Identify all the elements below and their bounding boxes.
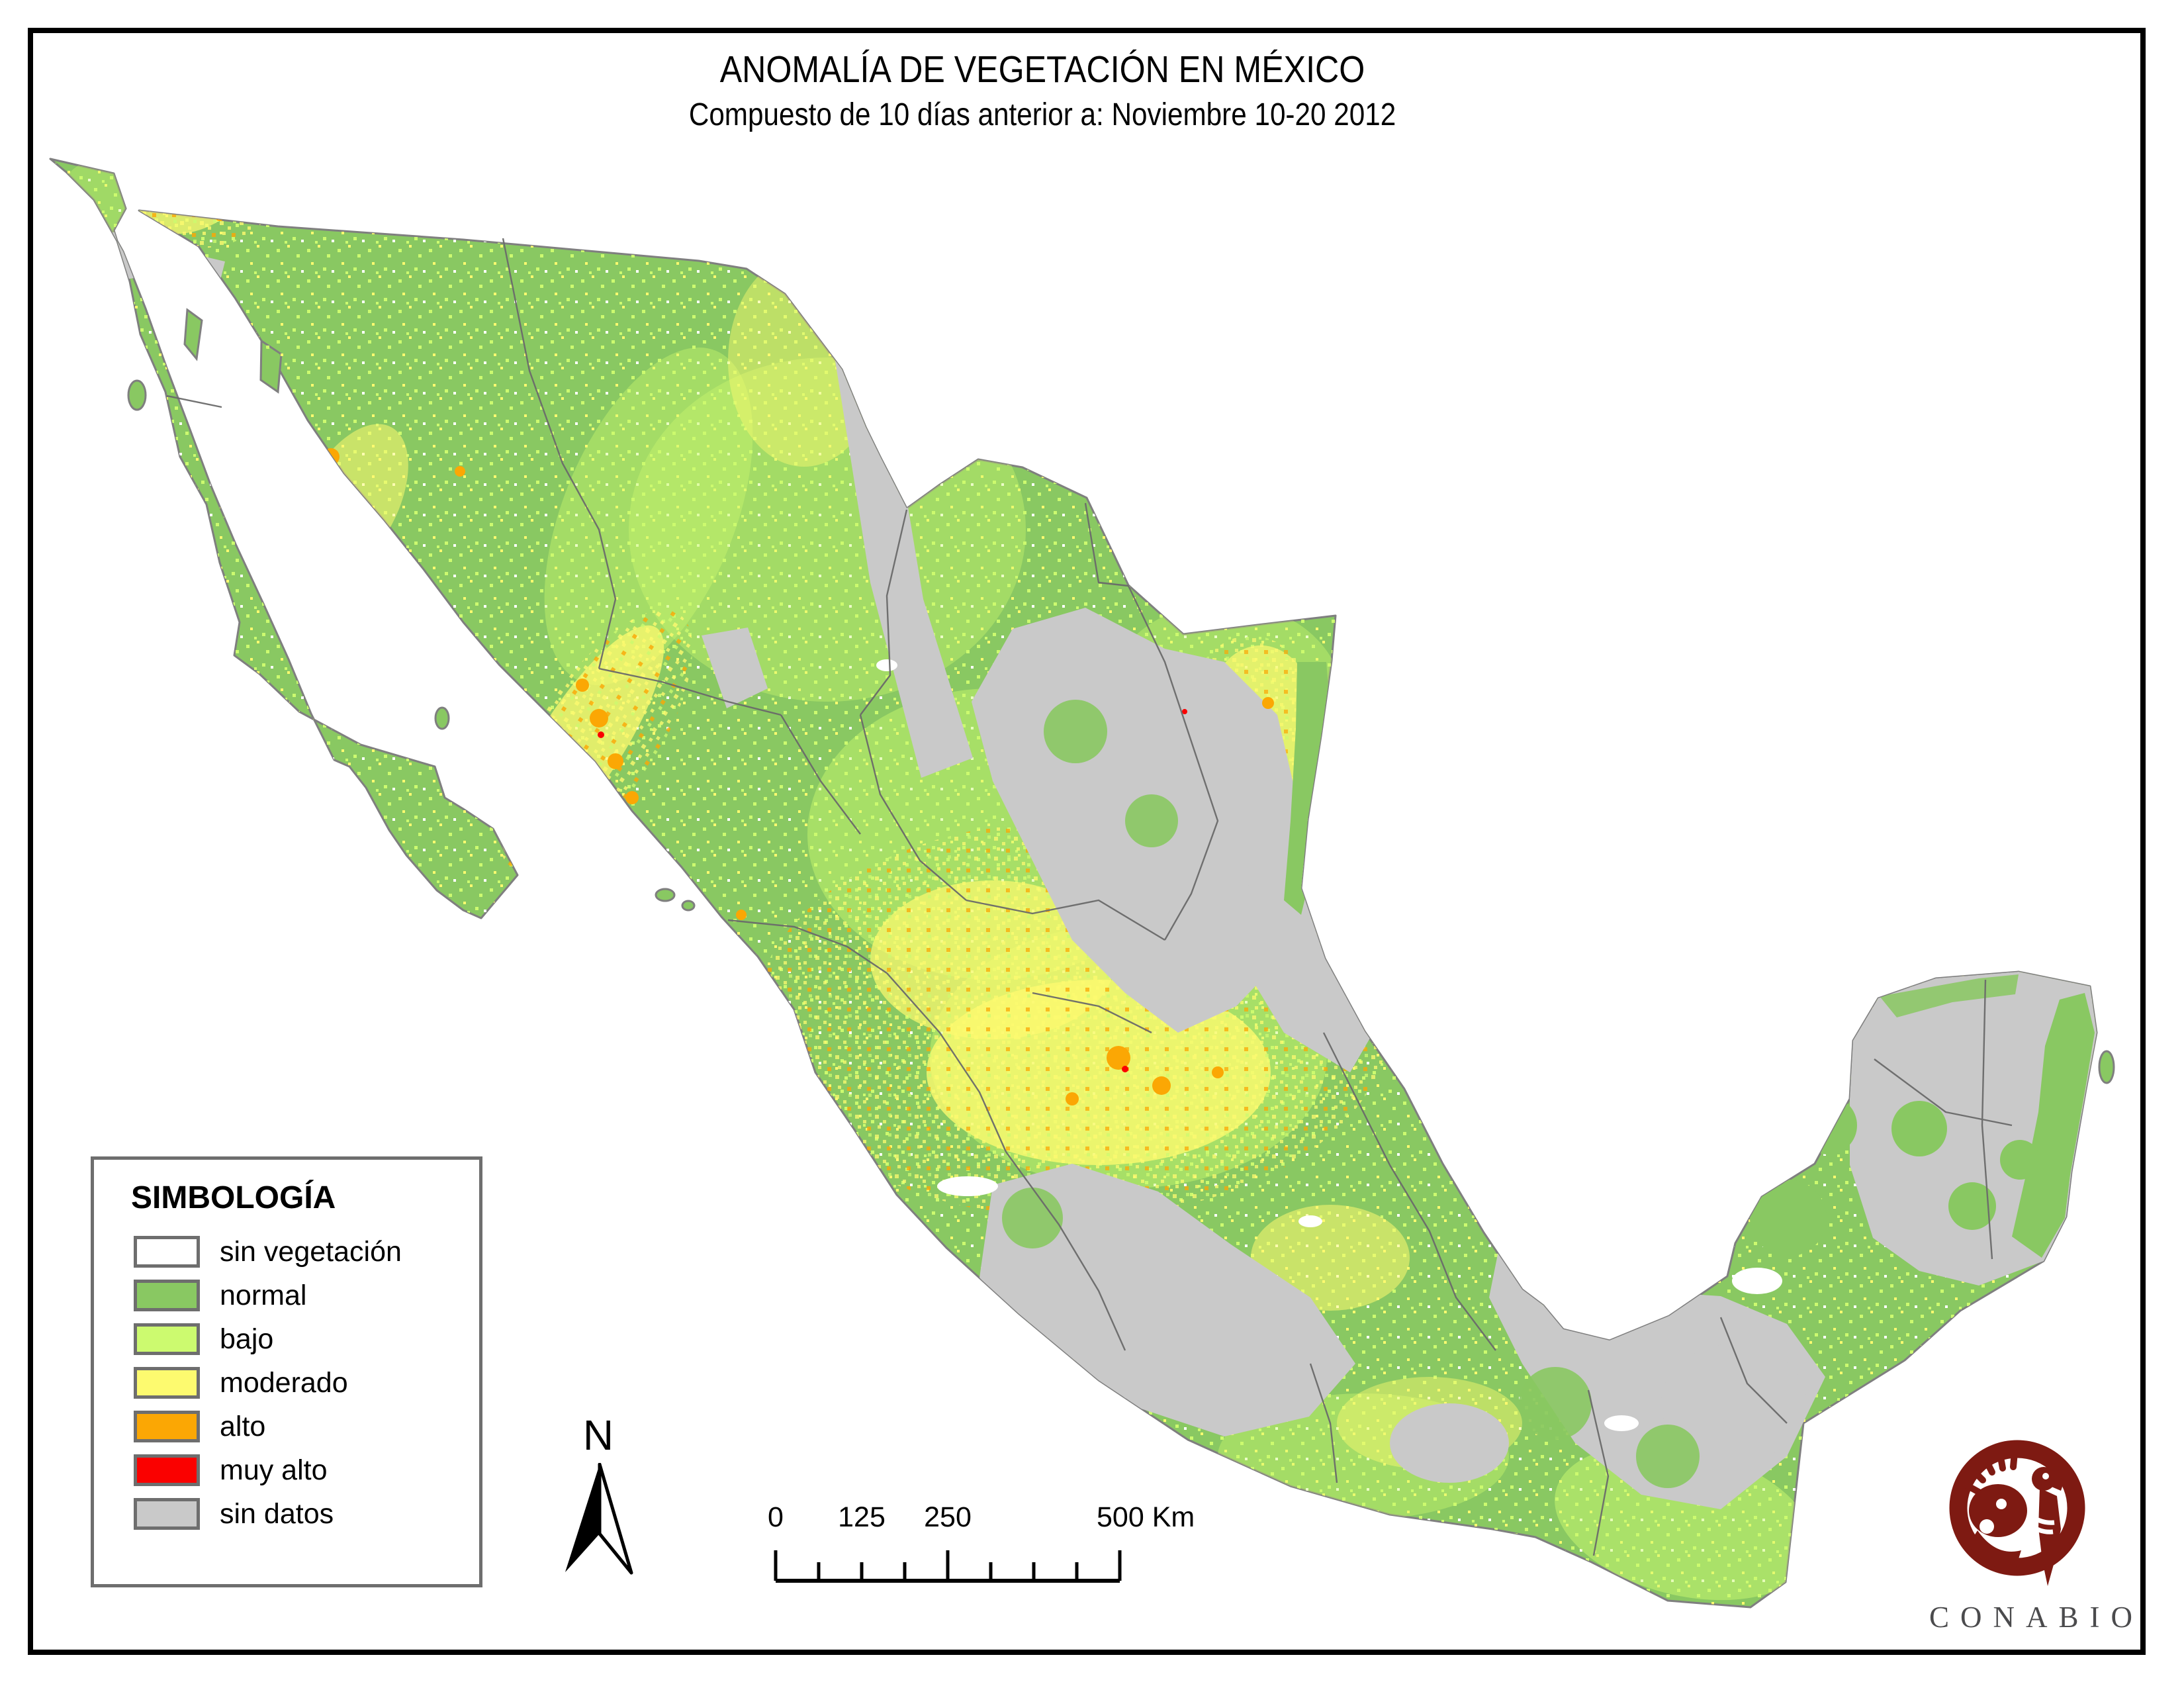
state-boundaries	[166, 238, 2013, 1556]
legend-swatch	[134, 1280, 200, 1311]
scale-label-125: 125	[838, 1501, 886, 1533]
north-arrow-icon	[565, 1462, 633, 1575]
legend-label: muy alto	[220, 1454, 328, 1486]
legend-title: SIMBOLOGÍA	[131, 1180, 336, 1215]
legend-item-bajo: bajo	[134, 1323, 479, 1355]
sin-vegetacion-spots	[876, 659, 1782, 1431]
legend-label: bajo	[220, 1323, 274, 1355]
legend-label: normal	[220, 1279, 307, 1311]
legend-label: sin vegetación	[220, 1235, 402, 1268]
scale-label-500: 500 Km	[1097, 1501, 1195, 1533]
legend-swatch	[134, 1454, 200, 1486]
legend-label: moderado	[220, 1366, 348, 1399]
title-line1: ANOMALÍA DE VEGETACIÓN EN MÉXICO	[719, 48, 1365, 91]
legend-swatch	[134, 1323, 200, 1355]
legend-label: sin datos	[220, 1497, 334, 1530]
scale-label-250: 250	[924, 1501, 972, 1533]
conabio-wordmark: CONABIO	[1929, 1601, 2144, 1634]
scale-bar: 0 125 250 500 Km	[761, 1501, 1195, 1587]
legend-item-moderado: moderado	[134, 1367, 479, 1399]
legend-item-sin-datos: sin datos	[134, 1498, 479, 1530]
conabio-emblem-icon	[1949, 1440, 2085, 1586]
scale-bar-ticks	[774, 1550, 1122, 1583]
north-arrow-label: N	[582, 1411, 614, 1459]
legend-swatch	[134, 1367, 200, 1399]
legend-item-alto: alto	[134, 1411, 479, 1442]
scale-label-0: 0	[768, 1501, 784, 1533]
vegetated-patches	[1002, 662, 2095, 1488]
legend-label: alto	[220, 1410, 266, 1442]
islands	[127, 308, 2115, 1084]
legend-swatch	[134, 1411, 200, 1442]
legend-box: SIMBOLOGÍA sin vegetación normal bajo mo…	[91, 1156, 482, 1587]
legend-item-sin-vegetacion: sin vegetación	[134, 1236, 479, 1268]
legend-item-normal: normal	[134, 1280, 479, 1311]
title-line2: Compuesto de 10 días anterior a: Noviemb…	[688, 97, 1396, 132]
legend-item-muy-alto: muy alto	[134, 1454, 479, 1486]
conabio-logo: CONABIO	[1918, 1430, 2144, 1634]
legend-swatch	[134, 1498, 200, 1530]
map-title: ANOMALÍA DE VEGETACIÓN EN MÉXICO Compues…	[0, 48, 2085, 133]
legend-swatch	[134, 1236, 200, 1268]
north-arrow: N	[560, 1414, 637, 1580]
